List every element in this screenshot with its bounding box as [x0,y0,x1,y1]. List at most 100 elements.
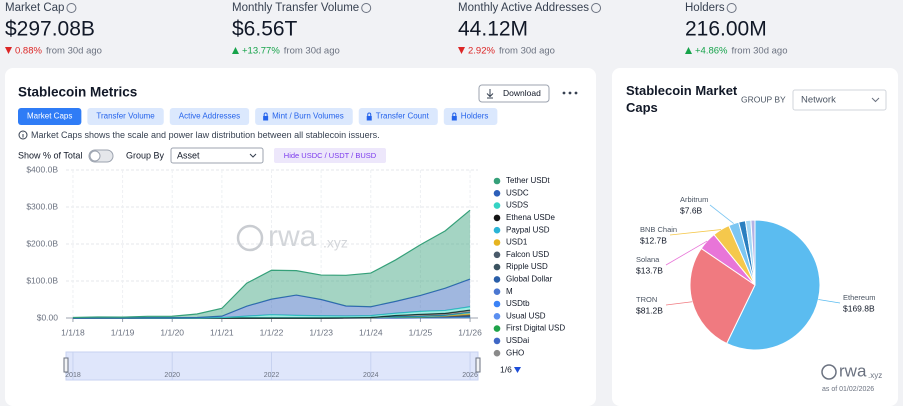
watermark: .xyz [323,235,348,251]
navigator-label: 2024 [363,372,379,379]
legend-page: 1/6 [500,364,512,374]
legend-swatch[interactable] [493,313,501,320]
legend-label[interactable]: USDai [506,336,529,345]
download-button[interactable] [478,84,550,103]
info-text: Market Caps shows the scale and power la… [31,130,380,140]
logo-sub: .xyz [868,371,882,380]
pie-label: TRON [636,295,657,304]
group-by-value[interactable]: Asset [177,150,200,160]
legend-label[interactable]: Usual USD [506,311,546,320]
kpi-label: Monthly Active Addresses [458,2,589,14]
legend-swatch[interactable] [493,239,501,246]
leader-line [669,229,722,236]
lock-icon [263,116,269,121]
legend-label[interactable]: Ripple USD [506,262,548,271]
tab-label[interactable]: Active Addresses [179,112,240,121]
tab-label[interactable]: Market Caps [27,112,72,121]
legend-swatch[interactable] [493,288,501,296]
tab[interactable] [255,108,353,125]
legend-label[interactable]: Global Dollar [506,275,553,284]
legend-label[interactable]: Paypal USD [506,225,550,234]
x-tick-label: 1/1/23 [309,327,333,337]
group-by-select[interactable] [170,147,264,164]
legend-label[interactable]: Tether USDt [506,176,550,185]
leader-line [709,204,734,224]
hide-button[interactable] [274,148,386,163]
pie-value: $13.7B [636,265,663,275]
navigator-handle[interactable] [63,357,69,373]
pie-slice [689,247,756,345]
network-value[interactable]: Network [801,95,836,106]
pie-label: Ethereum [843,293,876,302]
legend-label[interactable]: USDS [506,201,528,210]
legend-label[interactable]: GHO [506,348,524,357]
pie-value: $81.2B [636,305,663,315]
group-by-label: Group By [126,150,165,160]
change-arrow [232,47,239,54]
legend-swatch[interactable] [493,276,501,283]
tab[interactable] [169,108,250,125]
menu-dot[interactable] [574,91,578,95]
tab-label[interactable]: Holders [461,112,489,121]
legend-swatch[interactable] [493,214,501,222]
y-tick-label: $300.0B [26,201,58,211]
help-icon [591,3,602,13]
tab-label[interactable]: Mint / Burn Volumes [272,112,344,121]
change-arrow [5,47,12,54]
legend-swatch[interactable] [493,226,501,234]
as-of: as of 01/02/2026 [822,386,874,393]
lock-icon [263,112,268,116]
tab[interactable] [18,108,82,125]
tab-label[interactable]: Transfer Count [376,112,430,121]
legend-label[interactable]: USDC [506,188,529,197]
legend-label[interactable]: M [506,287,513,296]
info-icon [18,130,28,140]
legend-next[interactable] [514,367,521,373]
tab[interactable] [358,108,438,125]
legend-label[interactable]: First Digital USD [506,324,565,333]
menu-dot[interactable] [562,91,566,95]
x-tick-label: 1/1/21 [210,327,234,337]
legend-label[interactable]: USD1 [506,238,528,247]
pie-value: $169.8B [843,303,875,313]
x-tick-label: 1/1/20 [160,327,184,337]
legend-swatch[interactable] [493,177,501,185]
kpi-value: 216.00M [685,18,767,41]
lock-icon [366,116,372,121]
legend-swatch[interactable] [493,337,501,345]
legend-swatch[interactable] [493,349,501,357]
lock-icon [452,112,457,116]
area [72,279,471,318]
legend-swatch[interactable] [493,263,501,271]
menu-dot[interactable] [568,91,572,95]
pie-label: BNB Chain [640,225,677,234]
help-icon [66,3,77,13]
pie-value: $7.6B [680,205,703,215]
legend-swatch[interactable] [493,202,501,209]
legend-label[interactable]: Falcon USD [506,250,549,259]
watermark: rwa [268,220,317,253]
toggle-knob [89,150,101,162]
hide-label[interactable]: Hide USDC / USDT / BUSD [284,151,377,160]
tab[interactable] [87,108,164,125]
download-label[interactable]: Download [503,88,541,98]
legend-swatch[interactable] [493,251,501,259]
legend-swatch[interactable] [493,325,501,332]
navigator-handle[interactable] [475,357,481,373]
leader-line [818,299,841,304]
toggle-label: Show % of Total [18,150,82,160]
network-select[interactable] [792,89,887,111]
legend-swatch[interactable] [493,190,501,197]
x-tick-label: 1/1/18 [61,327,85,337]
kpi-change: 2.92% [468,46,495,57]
tab-label[interactable]: Transfer Volume [96,112,155,121]
lock-icon [451,116,457,121]
tab[interactable] [443,108,498,125]
legend-label[interactable]: Ethena USDe [506,213,555,222]
legend-swatch[interactable] [493,300,501,308]
legend-label[interactable]: USDtb [506,299,530,308]
x-tick-label: 1/1/24 [359,327,383,337]
change-arrow [685,47,692,54]
